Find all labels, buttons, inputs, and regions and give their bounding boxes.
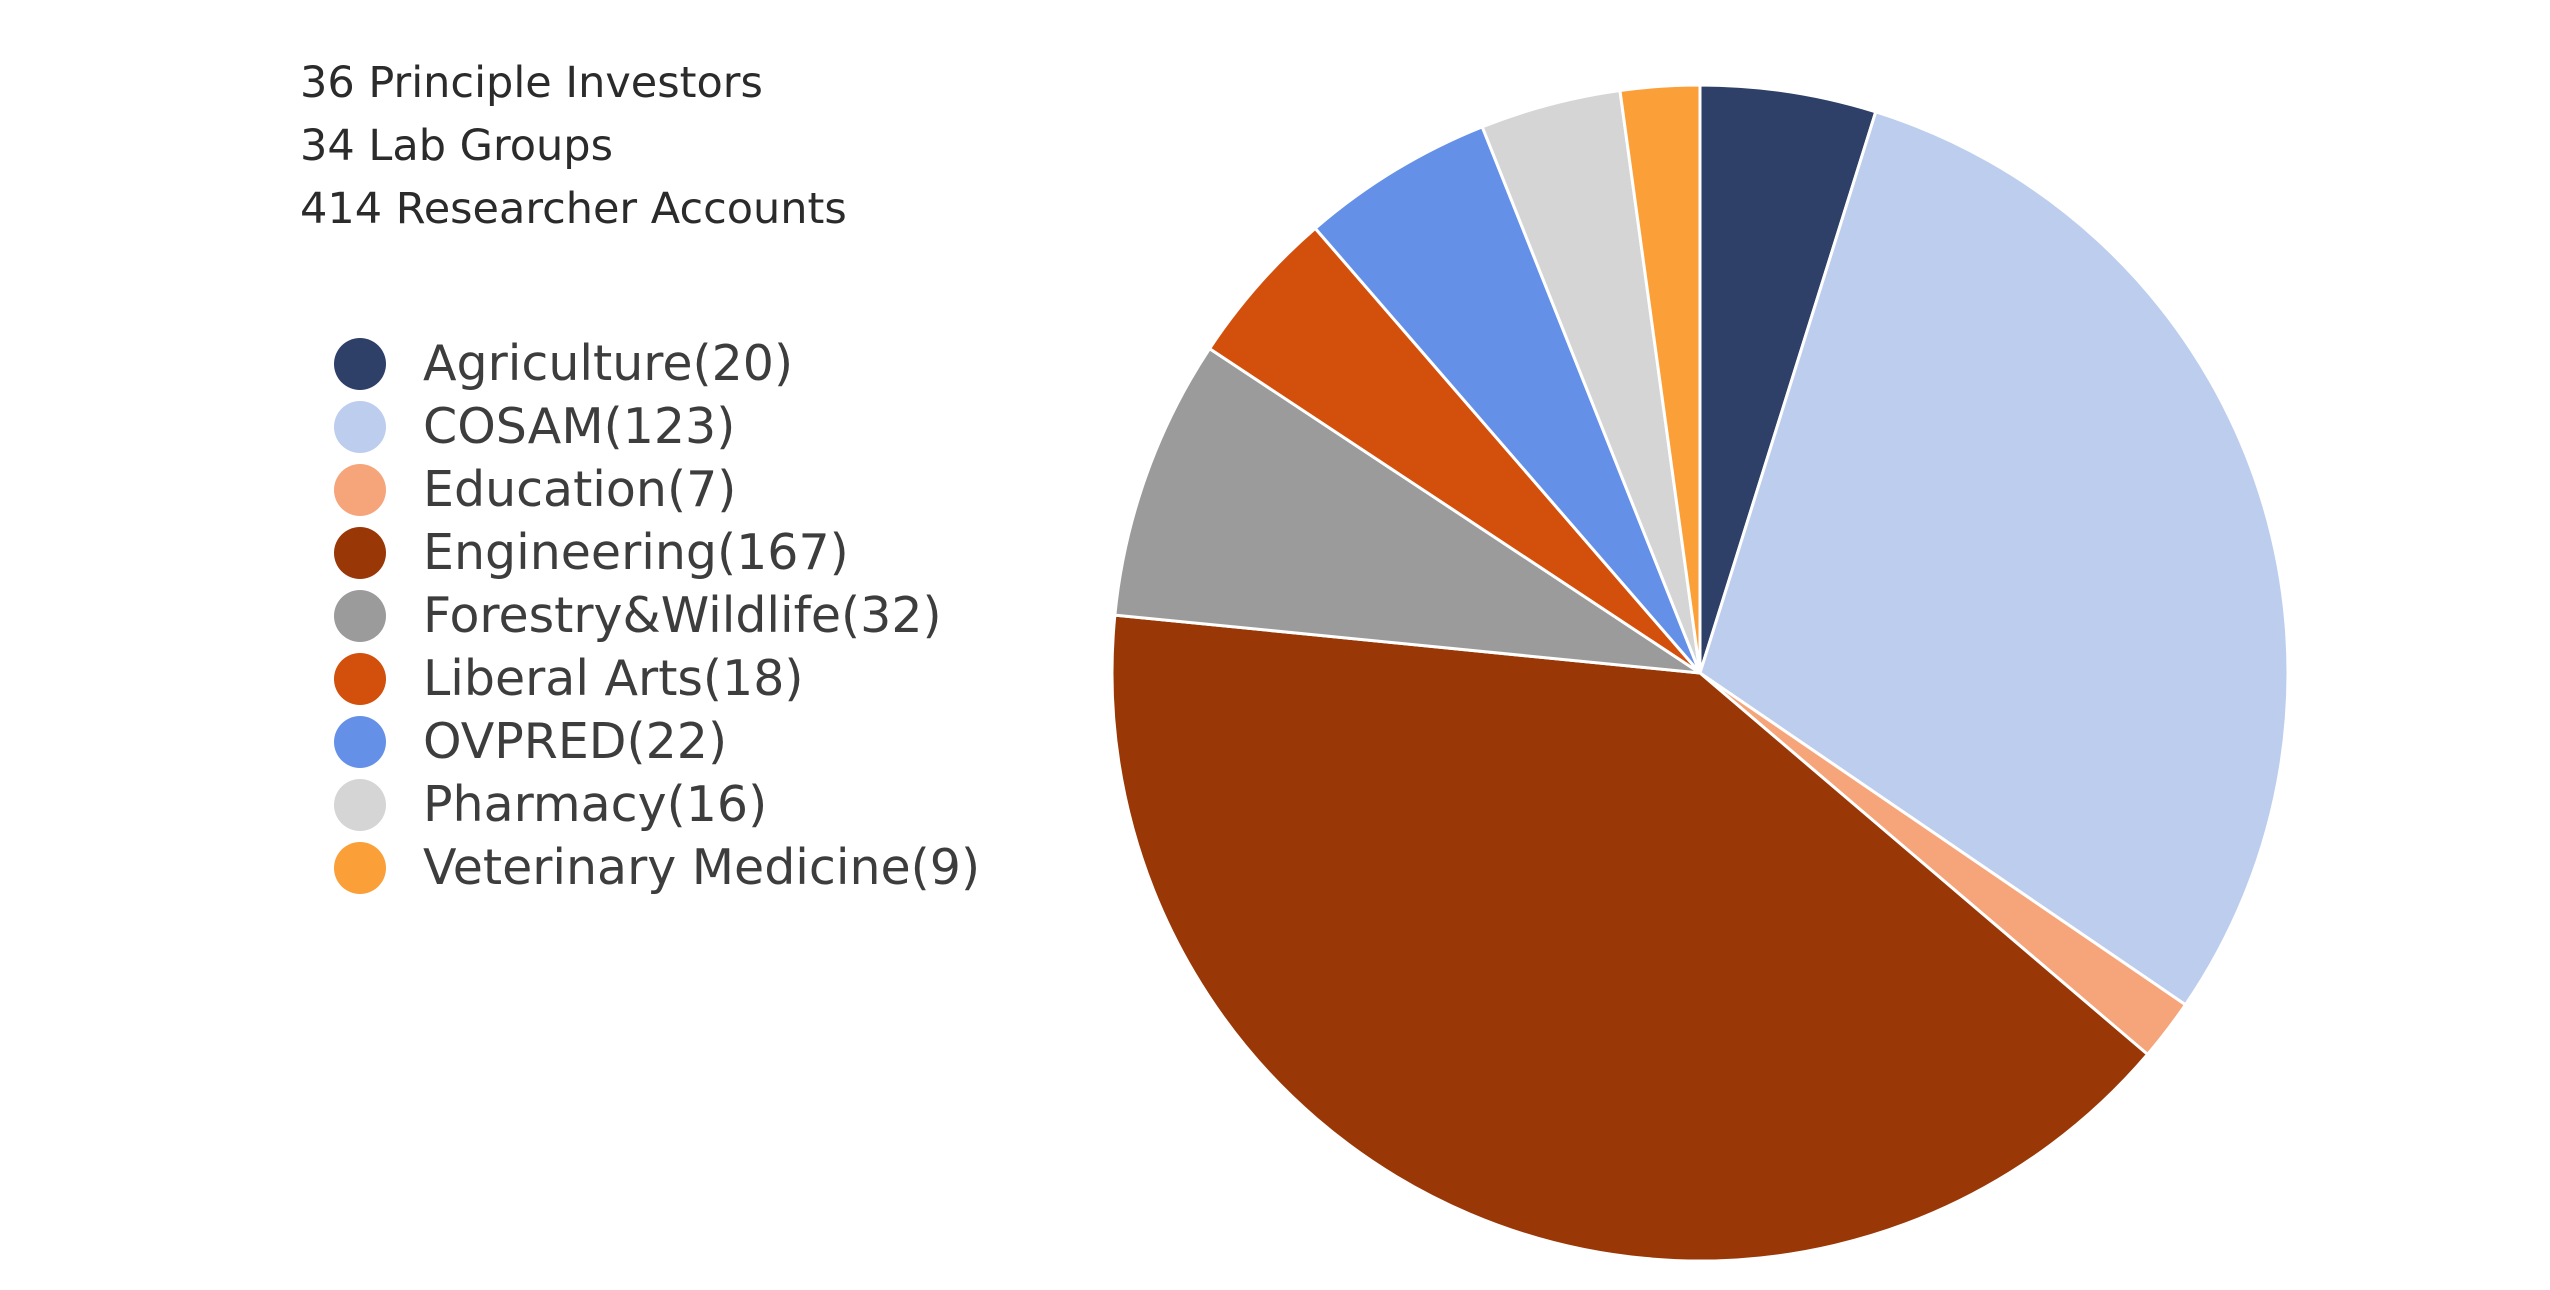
legend-item: Liberal Arts(18) [334,647,980,710]
legend-swatch [334,778,386,831]
pie-slice [1113,347,1702,675]
legend-label: COSAM(123) [423,398,736,455]
legend-swatch [334,841,386,894]
legend-label: OVPRED(22) [423,713,728,770]
legend-label: Veterinary Medicine(9) [423,839,981,896]
legend-item: Engineering(167) [334,521,980,584]
chart-legend: Agriculture(20) COSAM(123) Education(7) Eng… [334,332,980,899]
pie-slice [1698,83,1878,675]
summary-stats: 36 Principle Investors 34 Lab Groups 414… [300,52,847,241]
legend-swatch [334,463,386,516]
legend-label: Agriculture(20) [423,335,794,392]
legend-swatch [334,652,386,705]
stat-lab-groups: 34 Lab Groups [300,121,613,171]
legend-item: OVPRED(22) [334,710,980,773]
legend-swatch [334,337,386,390]
stat-researcher-accounts: 414 Researcher Accounts [300,184,847,234]
legend-label: Forestry&Wildlife(32) [423,587,942,644]
legend-item: Education(7) [334,458,980,521]
stat-principal-investors: 36 Principle Investors [300,58,763,108]
legend-swatch [334,715,386,768]
legend-swatch [334,589,386,642]
legend-swatch [334,400,386,453]
legend-label: Engineering(167) [423,524,849,581]
legend-item: Forestry&Wildlife(32) [334,584,980,647]
legend-label: Liberal Arts(18) [423,650,804,707]
legend-item: Agriculture(20) [334,332,980,395]
pie-slice [1618,83,1702,675]
legend-item: Pharmacy(16) [334,773,980,836]
pie-slice [1698,110,2290,1007]
legend-label: Education(7) [423,461,737,518]
legend-item: COSAM(123) [334,395,980,458]
legend-swatch [334,526,386,579]
pie-slice [1313,125,1702,675]
pie-slice [1110,613,2150,1263]
legend-label: Pharmacy(16) [423,776,768,833]
legend-item: Veterinary Medicine(9) [334,836,980,899]
